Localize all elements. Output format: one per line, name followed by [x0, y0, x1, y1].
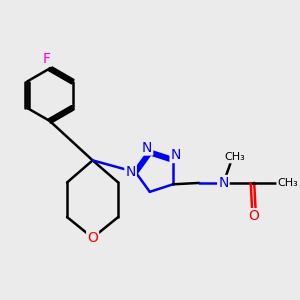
- Text: N: N: [171, 148, 181, 162]
- Text: O: O: [87, 231, 98, 245]
- Text: N: N: [125, 165, 136, 179]
- Text: CH₃: CH₃: [224, 152, 245, 162]
- Text: N: N: [218, 176, 229, 190]
- Text: CH₃: CH₃: [277, 178, 298, 188]
- Text: N: N: [142, 141, 152, 154]
- Text: O: O: [248, 209, 259, 223]
- Text: F: F: [43, 52, 51, 66]
